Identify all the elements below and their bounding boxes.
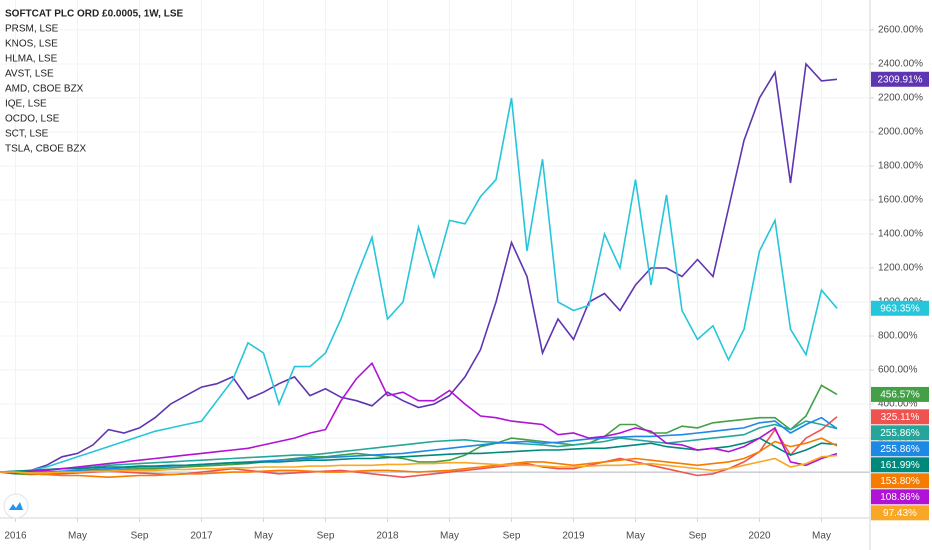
y-tick-label: 1400.00% [878,229,923,240]
value-badge [871,386,929,402]
value-badge-label: 161.99% [880,460,920,471]
value-badge-label: 153.80% [880,476,920,487]
value-badge [871,441,929,457]
x-tick-label: 2019 [562,531,585,542]
x-tick-label: Sep [503,531,521,542]
y-tick-label: 2600.00% [878,25,923,36]
series-line [0,454,838,474]
value-badge-label: 255.86% [880,428,920,439]
y-tick-label: 1800.00% [878,161,923,172]
y-tick-label: 400.00% [878,399,918,410]
x-tick-label: May [626,531,645,542]
value-badge-label: 108.86% [880,492,920,503]
header: SOFTCAT PLC ORD £0.0005, 1W, LSE PRSM, L… [5,9,184,155]
series-line [0,416,838,474]
value-badge-label: 2309.91% [877,74,922,85]
series-line [0,437,838,479]
x-tick-label: May [812,531,831,542]
value-badge [871,457,929,473]
value-badge [871,425,929,441]
series-line [0,384,838,476]
legend-entry: OCDO, LSE [5,114,60,125]
value-badge [871,300,929,316]
value-badge [871,473,929,489]
value-badge [871,409,929,425]
legend-entry: TSLA, CBOE BZX [5,144,86,155]
y-tick-label: 2000.00% [878,127,923,138]
legend-entry: KNOS, LSE [5,39,58,50]
y-tick-label: 800.00% [878,331,918,342]
badges: 2309.91% 963.35% 456.57% 325.11% 255.86% 255.… [871,71,929,521]
series-line [0,361,838,474]
logo[interactable] [3,493,29,519]
value-badge-label: 325.11% [881,412,920,423]
value-badge-label: 456.57% [880,390,920,401]
value-badge-label: 255.86% [880,444,920,455]
lines [0,62,838,479]
logo-icon[interactable] [9,502,23,510]
x-tick-label: Sep [317,531,335,542]
x-tick-label: Sep [689,531,707,542]
x-tick-label: May [254,531,273,542]
legend-entry: HLMA, LSE [5,54,58,65]
value-badge-label: 963.35% [880,303,920,314]
legend-entry: SCT, LSE [5,129,49,140]
x-tick-label: 2018 [376,531,399,542]
value-badge [871,505,929,521]
legend-entry: AVST, LSE [5,69,54,80]
x-tick-label: Sep [131,531,149,542]
y-tick-label: 1600.00% [878,195,923,206]
y-tick-label: 2200.00% [878,93,923,104]
series-line [0,62,838,474]
series-line [0,97,838,475]
legend-entry: IQE, LSE [5,99,47,110]
legend-entry: PRSM, LSE [5,24,59,35]
logo-circle[interactable] [3,493,29,519]
legend-entry: AMD, CBOE BZX [5,84,84,95]
series-line [0,416,838,479]
x-tick-label: May [68,531,87,542]
grid [0,0,870,518]
x-tick-label: May [440,531,459,542]
value-badge [871,71,929,87]
value-badge-label: 97.43% [883,508,917,519]
y-tick-label: 2400.00% [878,59,923,70]
x-tick-label: 2020 [748,531,771,542]
y-tick-label: 600.00% [878,365,918,376]
value-badge [871,489,929,505]
x-tick-label: 2017 [190,531,213,542]
x-tick-label: 2016 [4,531,27,542]
chart-title: SOFTCAT PLC ORD £0.0005, 1W, LSE [5,9,184,20]
series-line [0,420,838,473]
y-tick-label: 1200.00% [878,263,923,274]
